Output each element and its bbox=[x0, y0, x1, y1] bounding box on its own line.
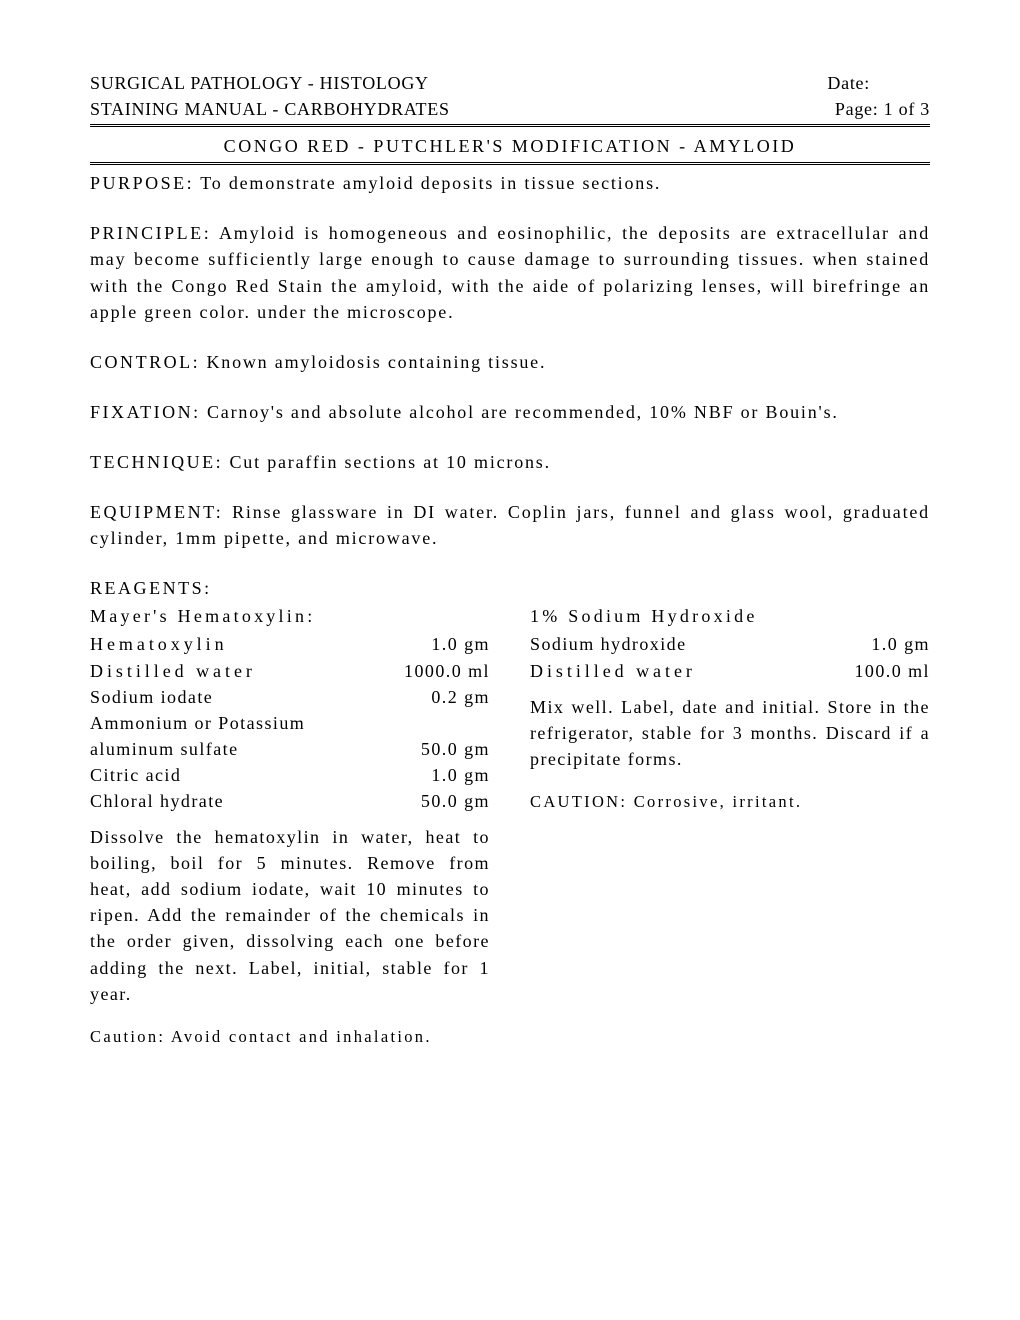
mayers-table: Hematoxylin1.0 gm Distilled water1000.0 … bbox=[90, 631, 490, 814]
reagents-columns: Mayer's Hematoxylin: Hematoxylin1.0 gm D… bbox=[90, 603, 930, 1065]
reagent-name: Chloral hydrate bbox=[90, 788, 353, 814]
control-label: CONTROL: bbox=[90, 352, 200, 372]
reagent-name: Distilled water bbox=[530, 658, 805, 684]
reagent-amt: 100.0 ml bbox=[805, 658, 930, 684]
header-line-2: STAINING MANUAL - CARBOHYDRATES Page: 1 … bbox=[90, 96, 930, 122]
reagent-amt: 1.0 gm bbox=[353, 631, 490, 657]
header-right-2: Page: 1 of 3 bbox=[835, 96, 930, 122]
technique-paragraph: TECHNIQUE: Cut paraffin sections at 10 m… bbox=[90, 449, 930, 475]
table-row: Hematoxylin1.0 gm bbox=[90, 631, 490, 657]
naoh-caution: CAUTION: Corrosive, irritant. bbox=[530, 790, 930, 814]
mayers-instructions: Dissolve the hematoxylin in water, heat … bbox=[90, 824, 490, 1007]
reagent-name: aluminum sulfate bbox=[90, 736, 353, 762]
table-row: Citric acid1.0 gm bbox=[90, 762, 490, 788]
purpose-paragraph: PURPOSE: To demonstrate amyloid deposits… bbox=[90, 170, 930, 196]
header-left-2: STAINING MANUAL - CARBOHYDRATES bbox=[90, 96, 450, 122]
reagent-name: Citric acid bbox=[90, 762, 353, 788]
rule-top bbox=[90, 124, 930, 130]
reagent-amt: 1.0 gm bbox=[805, 631, 930, 657]
naoh-instructions: Mix well. Label, date and initial. Store… bbox=[530, 694, 930, 772]
table-row: aluminum sulfate50.0 gm bbox=[90, 736, 490, 762]
table-row: Ammonium or Potassium bbox=[90, 710, 490, 736]
purpose-label: PURPOSE: bbox=[90, 173, 194, 193]
reagents-left-col: Mayer's Hematoxylin: Hematoxylin1.0 gm D… bbox=[90, 603, 490, 1065]
reagents-right-col: 1% Sodium Hydroxide Sodium hydroxide1.0 … bbox=[530, 603, 930, 1065]
reagent-amt: 0.2 gm bbox=[353, 684, 490, 710]
technique-text: Cut paraffin sections at 10 microns. bbox=[230, 452, 551, 472]
fixation-label: FIXATION: bbox=[90, 402, 201, 422]
table-row: Chloral hydrate50.0 gm bbox=[90, 788, 490, 814]
principle-label: PRINCIPLE: bbox=[90, 223, 211, 243]
reagent-amt: 1.0 gm bbox=[353, 762, 490, 788]
table-row: Sodium iodate0.2 gm bbox=[90, 684, 490, 710]
principle-text: Amyloid is homogeneous and eosinophilic,… bbox=[90, 223, 930, 321]
naoh-table: Sodium hydroxide1.0 gm Distilled water10… bbox=[530, 631, 930, 683]
reagent-name: Sodium iodate bbox=[90, 684, 353, 710]
table-row: Distilled water100.0 ml bbox=[530, 658, 930, 684]
reagent-name: Sodium hydroxide bbox=[530, 631, 805, 657]
purpose-text: To demonstrate amyloid deposits in tissu… bbox=[200, 173, 661, 193]
fixation-text: Carnoy's and absolute alcohol are recomm… bbox=[207, 402, 839, 422]
reagents-label: REAGENTS: bbox=[90, 575, 930, 601]
naoh-title: 1% Sodium Hydroxide bbox=[530, 603, 930, 629]
header-right-1: Date: bbox=[827, 70, 930, 96]
rule-bottom bbox=[90, 162, 930, 168]
header-line-1: SURGICAL PATHOLOGY - HISTOLOGY Date: bbox=[90, 70, 930, 96]
reagent-name: Ammonium or Potassium bbox=[90, 710, 490, 736]
reagent-amt: 50.0 gm bbox=[353, 736, 490, 762]
mayers-caution: Caution: Avoid contact and inhalation. bbox=[90, 1025, 490, 1049]
mayers-title: Mayer's Hematoxylin: bbox=[90, 603, 490, 629]
control-text: Known amyloidosis containing tissue. bbox=[206, 352, 546, 372]
reagent-amt: 50.0 gm bbox=[353, 788, 490, 814]
equipment-paragraph: EQUIPMENT: Rinse glassware in DI water. … bbox=[90, 499, 930, 551]
technique-label: TECHNIQUE: bbox=[90, 452, 223, 472]
document-title: CONGO RED - PUTCHLER'S MODIFICATION - AM… bbox=[90, 132, 930, 160]
fixation-paragraph: FIXATION: Carnoy's and absolute alcohol … bbox=[90, 399, 930, 425]
reagent-amt: 1000.0 ml bbox=[353, 658, 490, 684]
principle-paragraph: PRINCIPLE: Amyloid is homogeneous and eo… bbox=[90, 220, 930, 324]
reagent-name: Hematoxylin bbox=[90, 631, 353, 657]
reagent-name: Distilled water bbox=[90, 658, 353, 684]
control-paragraph: CONTROL: Known amyloidosis containing ti… bbox=[90, 349, 930, 375]
equipment-label: EQUIPMENT: bbox=[90, 502, 223, 522]
header-left-1: SURGICAL PATHOLOGY - HISTOLOGY bbox=[90, 70, 429, 96]
table-row: Distilled water1000.0 ml bbox=[90, 658, 490, 684]
table-row: Sodium hydroxide1.0 gm bbox=[530, 631, 930, 657]
